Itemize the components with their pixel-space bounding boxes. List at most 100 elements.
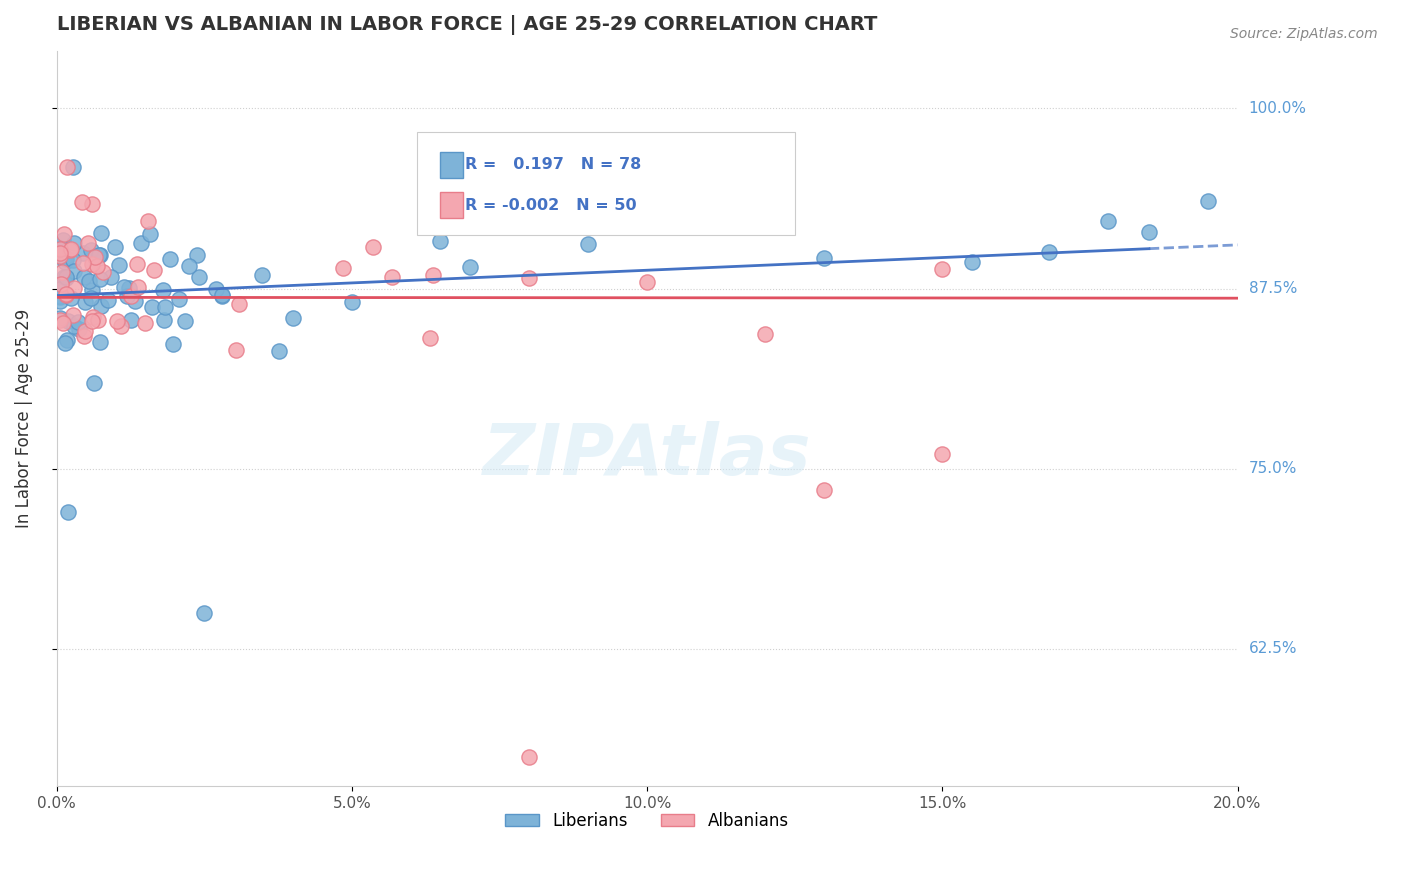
Point [53,250,76,264]
Point [80,284,103,298]
Point [55,271,77,285]
Point [67,314,90,328]
Point [56,314,79,328]
Point [252,268,274,282]
Point [1197,194,1219,208]
Point [52,269,75,284]
Point [72,256,94,270]
Point [91,265,114,279]
Point [340,294,363,309]
Point [211,288,233,302]
Point [56,333,79,347]
Text: R =   0.197   N = 78: R = 0.197 N = 78 [465,157,641,172]
Point [86,260,108,274]
Point [75,324,97,338]
Point [167,292,190,306]
Point [60,242,83,256]
Point [59,244,82,258]
Point [960,254,983,268]
Point [63,280,86,294]
Point [49,249,72,263]
Point [55,287,77,301]
Point [51,265,73,279]
Point [112,279,135,293]
Point [49,310,72,325]
Point [53,255,76,269]
Point [62,252,84,267]
Point [80,196,103,211]
Text: R = -0.002   N = 50: R = -0.002 N = 50 [465,198,637,212]
Point [104,240,127,254]
Point [813,483,835,498]
Point [100,270,122,285]
Point [89,248,111,262]
Y-axis label: In Labor Force | Age 25-29: In Labor Force | Age 25-29 [15,309,32,528]
Point [48,242,70,256]
Point [49,246,72,260]
Point [129,235,152,250]
Point [110,319,132,334]
Point [754,326,776,341]
Point [83,376,105,391]
Point [89,272,111,286]
Point [576,237,599,252]
Point [124,293,146,308]
Point [127,280,149,294]
Point [813,251,835,265]
Point [62,318,84,333]
Point [49,277,72,291]
Point [90,227,112,241]
Point [458,260,481,275]
Point [83,250,105,264]
Point [51,241,73,255]
Text: 100.0%: 100.0% [1249,101,1306,116]
Point [80,291,103,305]
Point [193,606,215,620]
Point [48,293,70,308]
Point [67,322,90,336]
Point [1097,214,1119,228]
Point [205,282,228,296]
Point [187,270,209,285]
Point [73,328,96,343]
Text: 62.5%: 62.5% [1249,641,1298,657]
Point [225,343,247,357]
Point [87,248,110,262]
Point [141,300,163,314]
Point [62,160,84,174]
Point [97,293,120,307]
Text: 87.5%: 87.5% [1249,281,1296,296]
Legend: Liberians, Albanians: Liberians, Albanians [499,805,796,836]
Point [361,240,384,254]
Point [55,269,77,284]
Point [1137,225,1160,239]
Point [62,308,84,322]
Point [105,314,128,328]
Point [134,316,156,330]
Point [55,335,77,350]
Point [152,283,174,297]
Point [422,268,444,282]
Point [52,233,75,247]
Point [82,310,104,324]
FancyBboxPatch shape [416,132,794,235]
Point [517,750,540,764]
Point [62,263,84,277]
Point [58,505,80,519]
Text: Source: ZipAtlas.com: Source: ZipAtlas.com [1230,27,1378,41]
Point [59,291,82,305]
Point [82,314,104,328]
Point [87,312,110,326]
Point [179,259,201,273]
Point [77,275,100,289]
Point [63,235,86,250]
Point [120,312,142,326]
Point [186,248,208,262]
Point [931,447,953,461]
Point [70,195,93,210]
Point [419,331,441,345]
Point [211,288,233,302]
Point [48,290,70,304]
Point [152,312,174,326]
Point [89,334,111,349]
